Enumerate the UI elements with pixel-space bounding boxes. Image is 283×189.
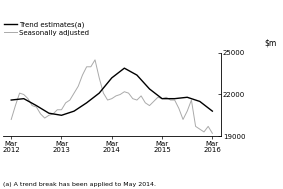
Legend: Trend estimates(a), Seasonally adjusted: Trend estimates(a), Seasonally adjusted [4,22,89,36]
Text: (a) A trend break has been applied to May 2014.: (a) A trend break has been applied to Ma… [3,182,156,187]
Text: $m: $m [264,39,276,48]
